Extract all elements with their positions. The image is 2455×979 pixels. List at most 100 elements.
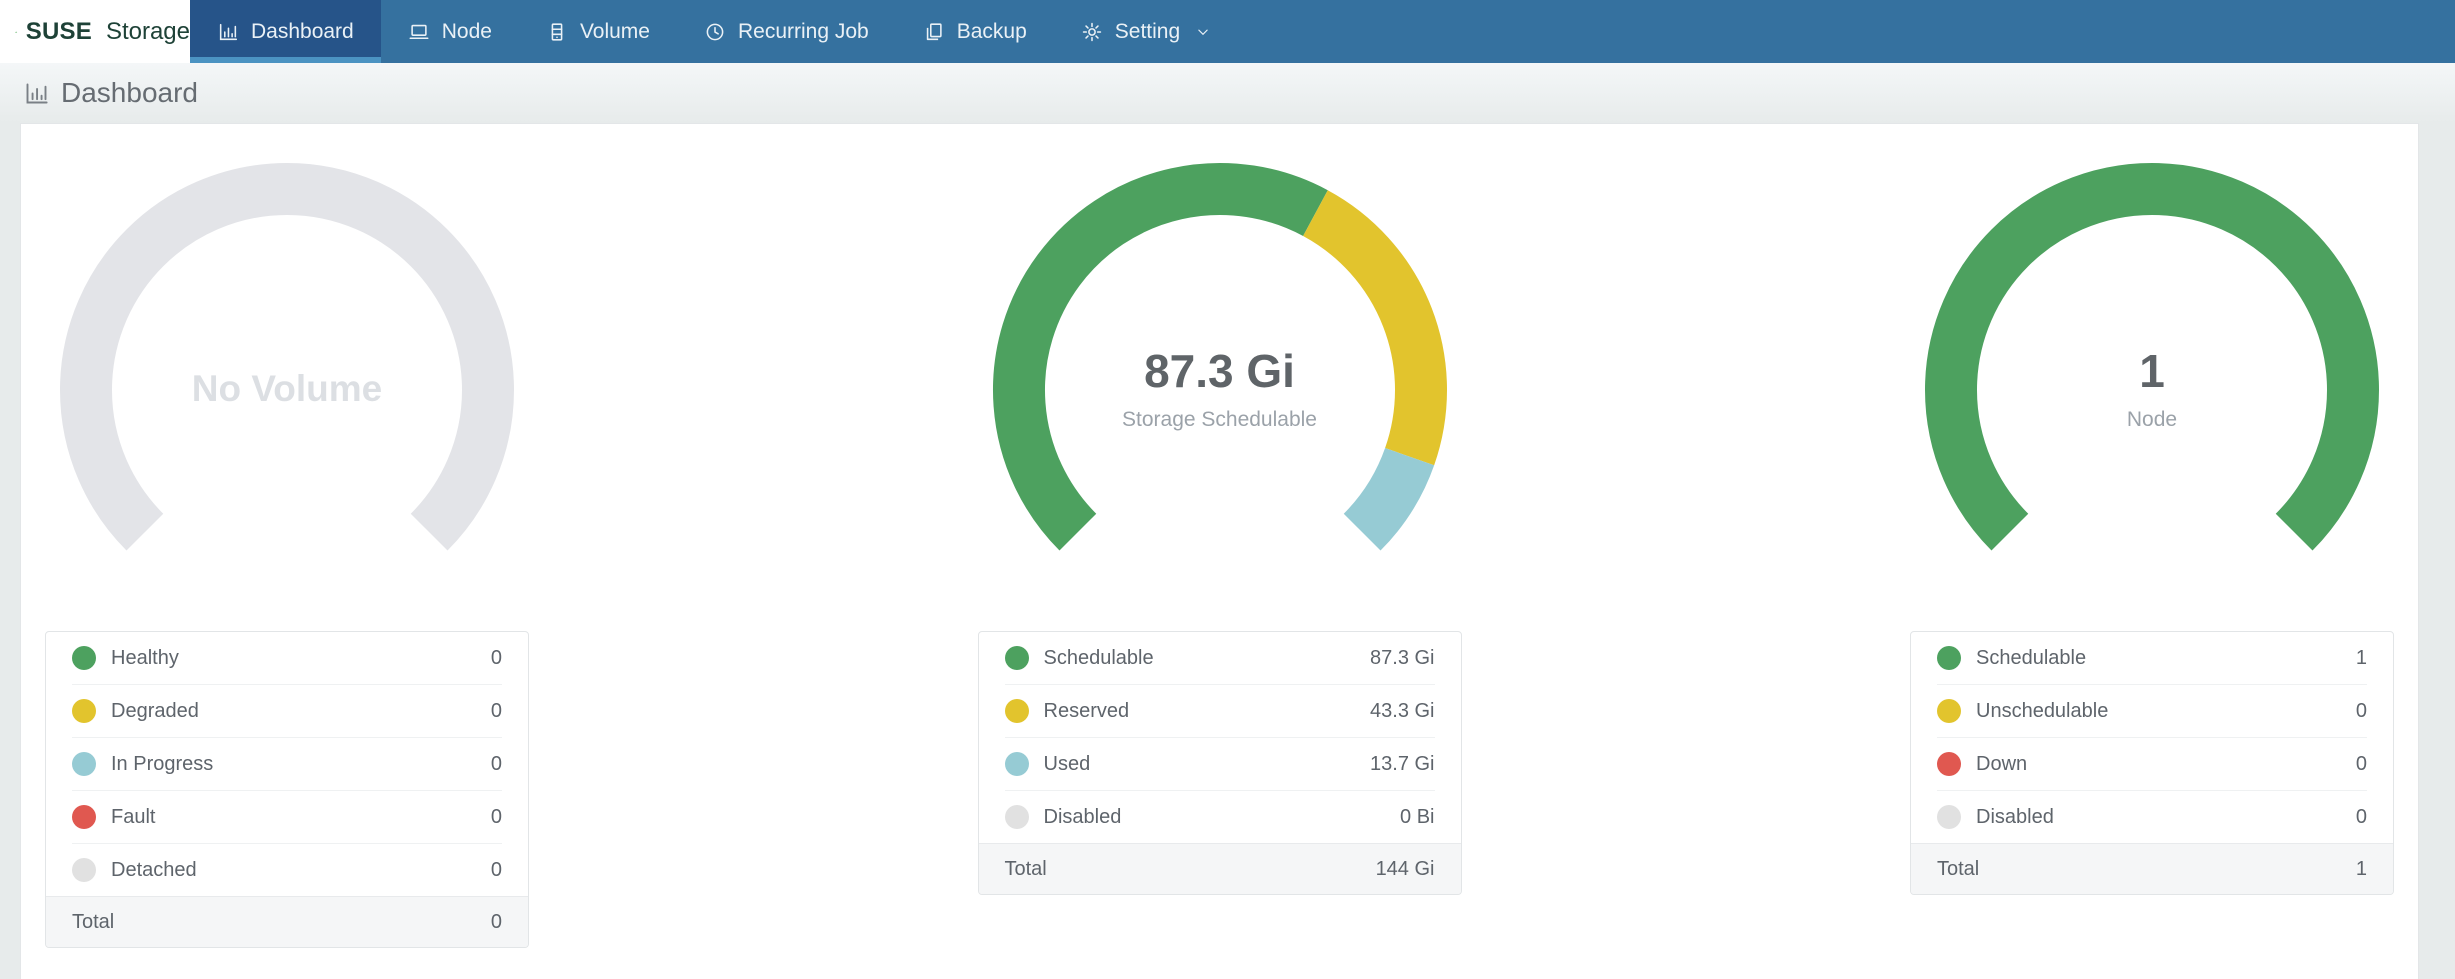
legend-row-down: Down 0 — [1911, 738, 2393, 790]
row-divider — [72, 843, 502, 844]
nav-items: Dashboard Node Volume Recurring Job Backup Se… — [190, 0, 1239, 63]
total-value: 1 — [2355, 857, 2367, 880]
nav-item-label: Backup — [956, 19, 1027, 43]
row-divider — [72, 737, 502, 738]
nav-item-label: Dashboard — [251, 19, 354, 43]
legend-label: Used — [1043, 752, 1091, 775]
legend-row-degraded: Degraded 0 — [46, 685, 528, 737]
legend-value: 1 — [2355, 646, 2367, 669]
legend-label: Fault — [111, 805, 156, 828]
gauge-segment-used — [1342, 447, 1434, 551]
nav-item-label: Setting — [1114, 19, 1181, 43]
row-divider — [1937, 684, 2367, 685]
storage-gauge-arc — [992, 163, 1447, 551]
node-gauge-arc — [1925, 163, 2379, 551]
storage-center-caption: Storage Schedulable — [1122, 408, 1317, 431]
page-title: Dashboard — [61, 77, 198, 108]
legend-value: 13.7 Gi — [1370, 752, 1435, 775]
storage-total-row: Total 144 Gi — [978, 843, 1461, 894]
nav-item-volume[interactable]: Volume — [519, 0, 677, 63]
gauge-columns: No Volume Healthy 0 Degraded 0 In Progress 0 Fa… — [21, 124, 2418, 948]
nav-item-dashboard[interactable]: Dashboard — [190, 0, 381, 63]
volume-legend-table: Healthy 0 Degraded 0 In Progress 0 Fault 0 Detac… — [45, 631, 529, 948]
storage-gauge: 87.3 Gi Storage Schedulable — [990, 160, 1450, 631]
nav-item-node[interactable]: Node — [381, 0, 519, 63]
setting-icon — [1081, 21, 1103, 43]
brand-logo[interactable]: SUSE Storage — [0, 0, 190, 63]
nav-item-label: Volume — [579, 19, 650, 43]
legend-label: Healthy — [111, 646, 179, 669]
nav-item-label: Node — [441, 19, 492, 43]
dashboard-title-icon — [26, 83, 48, 103]
legend-value: 43.3 Gi — [1370, 699, 1435, 722]
legend-value: 0 — [2355, 805, 2367, 828]
legend-row-fault: Fault 0 — [46, 791, 528, 843]
node-column: 1 Node Schedulable 1 Unschedulable 0 Down 0 Disa… — [1910, 160, 2394, 948]
total-value: 144 Gi — [1375, 857, 1435, 880]
total-label: Total — [72, 910, 115, 933]
legend-row-in-progress: In Progress 0 — [46, 738, 528, 790]
gauge-segment-schedulable — [992, 163, 1328, 551]
legend-value: 0 — [2355, 699, 2367, 722]
legend-color-dot — [72, 646, 96, 670]
volume-center-value: No Volume — [191, 368, 383, 409]
row-divider — [1937, 790, 2367, 791]
legend-label: Disabled — [1976, 805, 2054, 828]
volume-total-row: Total 0 — [46, 896, 528, 947]
chevron-down-icon — [1194, 23, 1212, 41]
legend-color-dot — [72, 858, 96, 882]
storage-center-value: 87.3 Gi — [1144, 345, 1295, 397]
legend-label: Degraded — [111, 699, 199, 722]
nav-item-setting[interactable]: Setting — [1054, 0, 1239, 63]
legend-label: Detached — [111, 858, 197, 881]
volume-icon — [546, 21, 568, 43]
total-label: Total — [1937, 857, 1980, 880]
legend-row-schedulable: Schedulable 1 — [1911, 632, 2393, 684]
legend-value: 0 — [490, 805, 502, 828]
row-divider — [1004, 737, 1435, 738]
legend-row-schedulable: Schedulable 87.3 Gi — [979, 632, 1461, 684]
legend-color-dot — [1004, 646, 1029, 670]
storage-legend-table: Schedulable 87.3 Gi Reserved 43.3 Gi Used 13.… — [977, 631, 1462, 895]
volume-gauge-arc — [60, 163, 514, 551]
legend-row-disabled: Disabled 0 — [1911, 791, 2393, 843]
content-card: No Volume Healthy 0 Degraded 0 In Progress 0 Fa… — [20, 123, 2419, 979]
legend-value: 0 — [490, 699, 502, 722]
legend-color-dot — [1937, 699, 1961, 723]
row-divider — [1937, 737, 2367, 738]
node-total-row: Total 1 — [1911, 843, 2393, 894]
legend-color-dot — [72, 752, 96, 776]
legend-row-used: Used 13.7 Gi — [979, 738, 1461, 790]
node-gauge: 1 Node — [1922, 160, 2382, 631]
nav-item-recurring-job[interactable]: Recurring Job — [677, 0, 896, 63]
legend-color-dot — [1004, 805, 1029, 829]
legend-color-dot — [72, 805, 96, 829]
nav-item-backup[interactable]: Backup — [896, 0, 1054, 63]
dashboard-icon — [217, 21, 239, 43]
volume-column: No Volume Healthy 0 Degraded 0 In Progress 0 Fa… — [45, 160, 529, 948]
legend-label: Schedulable — [1043, 646, 1154, 669]
node-legend-table: Schedulable 1 Unschedulable 0 Down 0 Disabled 0… — [1910, 631, 2394, 895]
legend-label: Schedulable — [1976, 646, 2087, 669]
legend-label: In Progress — [111, 752, 214, 775]
legend-value: 0 — [490, 646, 502, 669]
legend-color-dot — [72, 699, 96, 723]
legend-color-dot — [1004, 752, 1029, 776]
total-value: 0 — [490, 910, 502, 933]
legend-row-healthy: Healthy 0 — [46, 632, 528, 684]
legend-value: 0 — [490, 752, 502, 775]
node-center-caption: Node — [2126, 408, 2178, 431]
storage-column: 87.3 Gi Storage Schedulable Schedulable 87.… — [977, 160, 1462, 948]
legend-color-dot — [1004, 699, 1029, 723]
legend-row-unschedulable: Unschedulable 0 — [1911, 685, 2393, 737]
gauge-segment-empty — [60, 163, 514, 551]
page-title-bar: Dashboard — [0, 63, 2455, 123]
gauge-segment-schedulable — [1925, 163, 2379, 551]
node-center-value: 1 — [2139, 345, 2165, 397]
legend-value: 0 — [490, 858, 502, 881]
legend-value: 0 Bi — [1400, 805, 1435, 828]
row-divider — [72, 684, 502, 685]
legend-row-reserved: Reserved 43.3 Gi — [979, 685, 1461, 737]
legend-label: Disabled — [1043, 805, 1122, 828]
